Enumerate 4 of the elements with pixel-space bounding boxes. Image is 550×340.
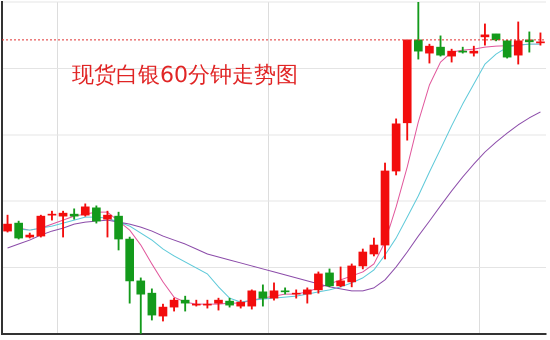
text: 现货白银60分钟走势图	[72, 62, 298, 90]
candlestick	[536, 32, 545, 46]
candlestick	[58, 210, 68, 238]
candlestick	[480, 24, 490, 46]
